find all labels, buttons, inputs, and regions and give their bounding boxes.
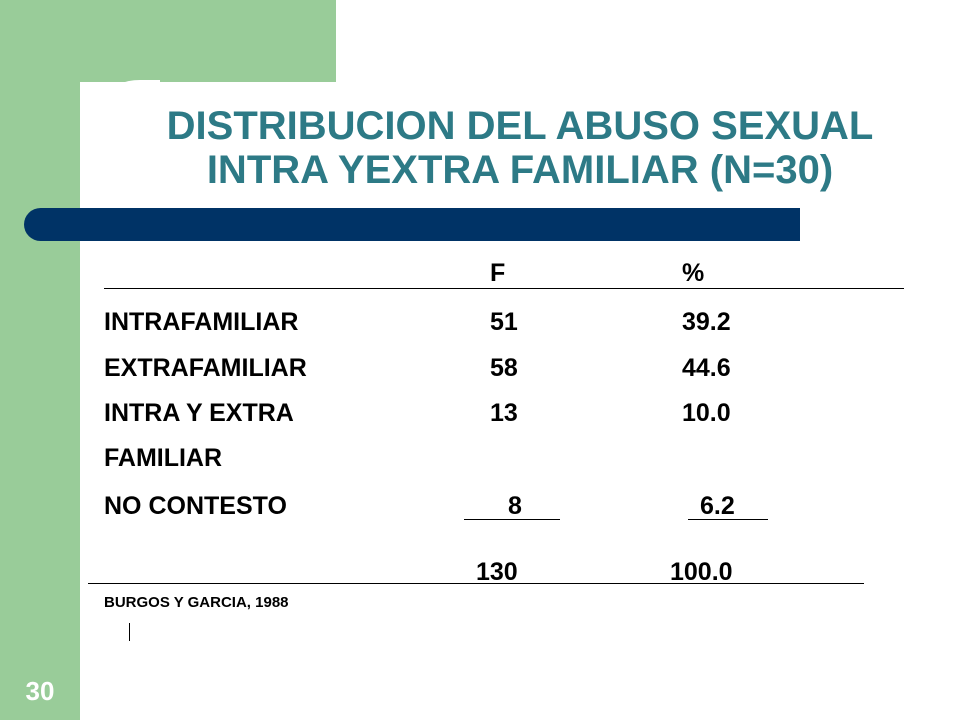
pct-subtotal-rule bbox=[688, 519, 768, 520]
row-2-f: 58 bbox=[490, 354, 518, 382]
row-1-category: INTRAFAMILIAR bbox=[104, 308, 299, 336]
text-cursor bbox=[129, 623, 130, 641]
slide-title: DISTRIBUCION DEL ABUSO SEXUAL INTRA YEXT… bbox=[80, 104, 960, 192]
row-3-category: INTRA Y EXTRA bbox=[104, 399, 294, 427]
row-4-category: FAMILIAR bbox=[104, 444, 223, 472]
total-f: 130 bbox=[476, 558, 518, 586]
total-rule bbox=[88, 583, 864, 584]
title-line-2: INTRA YEXTRA FAMILIAR (N=30) bbox=[206, 148, 834, 192]
title-line-1: DISTRIBUCION DEL ABUSO SEXUAL bbox=[166, 104, 874, 148]
f-subtotal-rule bbox=[464, 519, 560, 520]
row-5-pct: 6.2 bbox=[700, 492, 735, 520]
slide-number: 30 bbox=[25, 676, 55, 706]
green-left-band bbox=[0, 0, 80, 720]
row-5-category: NO CONTESTO bbox=[104, 492, 287, 520]
row-1-f: 51 bbox=[490, 308, 518, 336]
header-rule bbox=[104, 288, 904, 289]
header-percent: % bbox=[682, 259, 705, 287]
row-3-f: 13 bbox=[490, 399, 518, 427]
total-pct: 100.0 bbox=[670, 558, 733, 586]
source-citation: BURGOS Y GARCIA, 1988 bbox=[104, 594, 289, 611]
row-2-category: EXTRAFAMILIAR bbox=[104, 354, 307, 382]
row-2-pct: 44.6 bbox=[682, 354, 731, 382]
title-underline-bar bbox=[24, 208, 800, 241]
header-f: F bbox=[490, 259, 506, 287]
row-1-pct: 39.2 bbox=[682, 308, 731, 336]
row-3-pct: 10.0 bbox=[682, 399, 731, 427]
row-5-f: 8 bbox=[508, 492, 522, 520]
